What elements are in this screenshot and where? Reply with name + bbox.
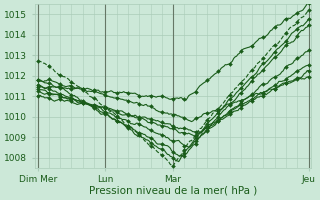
X-axis label: Pression niveau de la mer( hPa ): Pression niveau de la mer( hPa ) [89,186,257,196]
